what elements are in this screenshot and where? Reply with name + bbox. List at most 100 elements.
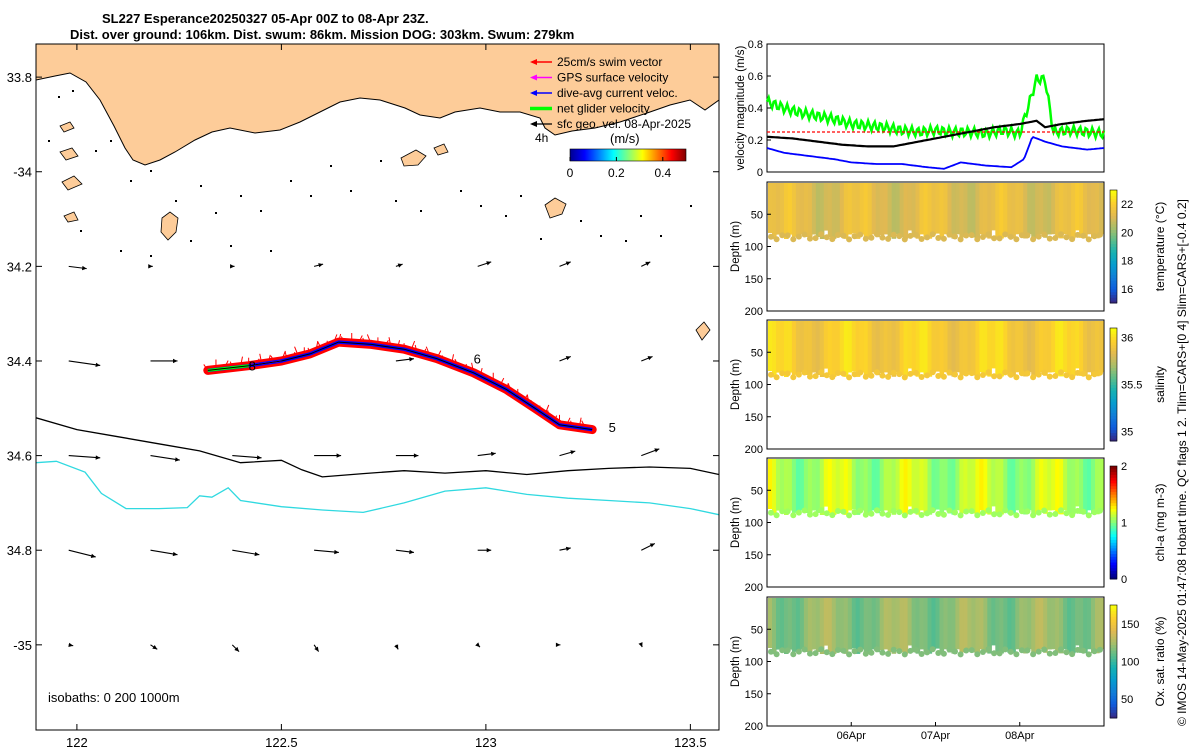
y-tick-label: 150 [745, 689, 763, 701]
section-data-point [1018, 508, 1025, 515]
coast-rock [175, 200, 177, 202]
section-data-point [1058, 369, 1064, 376]
section-data-point [1046, 373, 1053, 380]
geo-vector-arrowhead [413, 453, 419, 458]
section-data-point [801, 646, 808, 653]
section-data-column [867, 321, 873, 377]
colorbar-segment [1110, 610, 1117, 614]
geo-velocity-arrows [68, 261, 660, 652]
section-data-point [1069, 512, 1076, 519]
colorbar-tick-label: 1 [1121, 518, 1127, 530]
section-data-column [1059, 321, 1064, 377]
section-data-column [1075, 321, 1080, 369]
colorbar-segment [1110, 553, 1117, 557]
section-data-point [1035, 509, 1042, 516]
section-data-column [879, 459, 885, 511]
colorbar-segment [1110, 204, 1117, 208]
section-data-column [891, 459, 897, 515]
section-data-column [768, 183, 773, 233]
section-data-column [831, 183, 837, 239]
section-data-column [1003, 321, 1008, 373]
section-data-point [963, 647, 970, 654]
section-data-point [1091, 233, 1098, 240]
colorbar-segment [1110, 226, 1117, 230]
colorbar-segment [1110, 647, 1117, 651]
section-data-column [1039, 598, 1044, 650]
velocity-series-line [766, 136, 1105, 170]
section-data-column [1067, 598, 1072, 653]
section-data-column [1035, 459, 1040, 515]
section-data-point [957, 512, 964, 519]
colorbar-tick-label: 100 [1121, 657, 1139, 669]
colorbar-segment [1110, 516, 1117, 521]
section-data-point [846, 236, 853, 243]
colorbar-segment [1110, 567, 1117, 571]
colorbar-tick-label: 35.5 [1121, 380, 1142, 392]
section-data-column [995, 598, 1000, 653]
section-data-column [903, 183, 909, 239]
island [63, 211, 79, 223]
colorbar-segment [1110, 378, 1117, 383]
island [59, 121, 75, 133]
colorbar-segment [1110, 269, 1117, 273]
coast-rock [460, 190, 462, 192]
section-data-column [971, 321, 976, 376]
section-data-column [1035, 321, 1040, 377]
section-data-column [971, 459, 976, 514]
section-data-column [1055, 183, 1060, 238]
geo-vector-arrowhead [152, 645, 158, 650]
colorbar-segment [1110, 407, 1117, 411]
section-data-column [1079, 321, 1084, 376]
map-axes: 122 122.5 123 123.5 33.8 -34 34.2 34.4 34.6 34.8 -… [7, 44, 719, 750]
section-data-column [1007, 459, 1012, 514]
section-data-point [851, 233, 858, 240]
colorbar-segment [1110, 404, 1117, 408]
colorbar-segment [1110, 681, 1117, 685]
section-data-column [803, 183, 809, 237]
section-data-point [1041, 369, 1048, 376]
swim-vector [203, 364, 209, 371]
colorbar-segment [1110, 658, 1117, 662]
section-data-column [1023, 183, 1028, 239]
section-data-point [773, 512, 780, 519]
coast-rock [270, 250, 272, 252]
section-data-point [840, 232, 847, 239]
section-data-point [1030, 236, 1037, 243]
coast-rock [290, 180, 292, 182]
section-data-column [887, 598, 893, 653]
section-data-column [891, 321, 897, 377]
section-data-column [1091, 321, 1096, 376]
section-data-point [885, 650, 892, 657]
section-data-point [846, 374, 853, 381]
colorbar-segment [1110, 286, 1117, 290]
x-tick-label: 07Apr [921, 730, 951, 742]
section-data-column [995, 183, 1000, 238]
speed-colorbar: (m/s) 4h 0 0.2 0.4 [535, 131, 687, 180]
colorbar-segment [1110, 409, 1117, 414]
section-data-column [863, 321, 869, 376]
section-data-column [983, 183, 988, 238]
colorbar-segment [1110, 627, 1117, 631]
section-data-point [801, 507, 808, 514]
colorbar-segment [1110, 633, 1117, 637]
geo-vector-arrowhead [486, 548, 492, 553]
section-data-column [855, 321, 861, 377]
section-data-point [963, 232, 970, 239]
section-data-column [780, 459, 785, 513]
track-line [207, 341, 593, 431]
y-tick-label: 50 [751, 209, 763, 221]
section-data-column [843, 321, 849, 377]
section-data-point [940, 511, 947, 518]
section-data-point [851, 371, 858, 378]
geo-vector-arrowhead [254, 551, 260, 557]
colorbar-segment [1110, 667, 1117, 671]
section-data-point [979, 649, 986, 655]
section-data-column [799, 321, 805, 373]
section-data-column [1071, 183, 1076, 239]
section-data-point [946, 231, 953, 238]
coast-rock [600, 235, 602, 237]
section-panel: 50 100 150 200 Depth (m) 16 18 20 22 temperature … [730, 181, 1167, 318]
section-data-point [1063, 649, 1070, 656]
colorbar-segment [1110, 288, 1117, 293]
coast-rock [130, 180, 132, 182]
